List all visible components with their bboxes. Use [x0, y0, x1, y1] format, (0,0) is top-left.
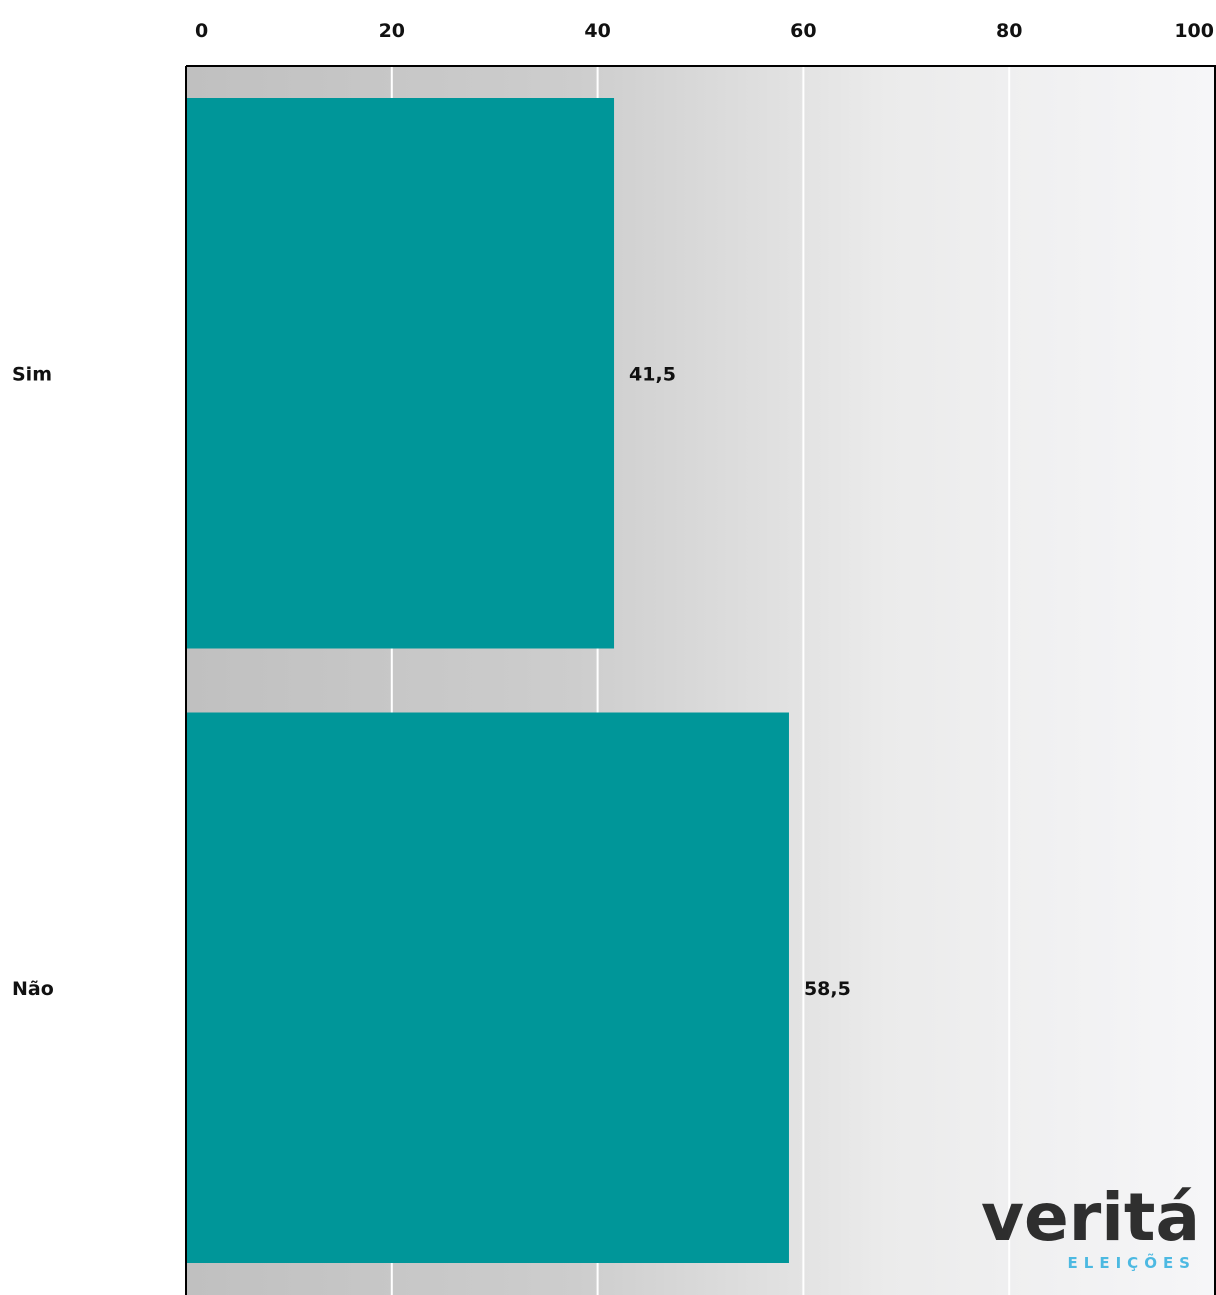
- category-label: Sim: [12, 363, 52, 385]
- bar-sim: [187, 98, 615, 649]
- value-label: 58,5: [804, 978, 851, 1000]
- watermark-subtitle: ELEIÇÕES: [1068, 1253, 1196, 1272]
- category-label: Não: [12, 978, 54, 1000]
- x-tick-label: 40: [584, 20, 610, 42]
- x-tick-label: 100: [1174, 20, 1214, 42]
- x-axis-ticks: 0 20 40 60 80 100: [195, 20, 1214, 42]
- bar-nao: [187, 712, 789, 1263]
- x-tick-label: 0: [195, 20, 208, 42]
- value-labels: 41,5 58,5: [629, 363, 851, 1000]
- category-labels: Sim Não: [12, 363, 54, 1000]
- watermark-brand: veritá: [981, 1179, 1200, 1256]
- x-tick-label: 20: [379, 20, 405, 42]
- verita-logo-watermark: veritá ELEIÇÕES: [981, 1179, 1200, 1272]
- x-tick-label: 60: [790, 20, 816, 42]
- value-label: 41,5: [629, 363, 676, 385]
- x-tick-label: 80: [996, 20, 1022, 42]
- bars: [187, 98, 789, 1263]
